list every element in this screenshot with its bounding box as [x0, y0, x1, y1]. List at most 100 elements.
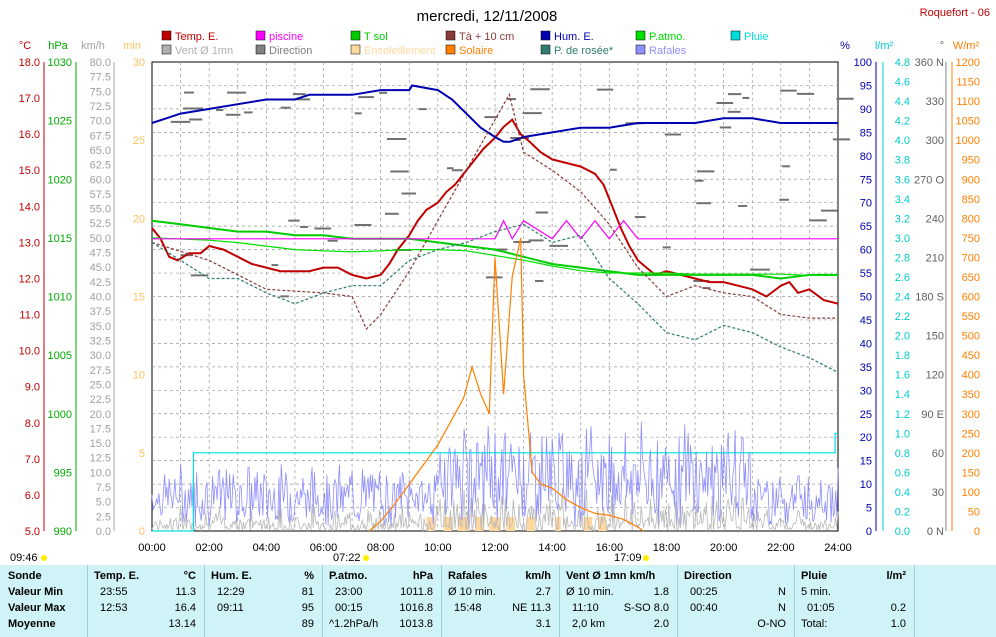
sunshine-axis-tick: 25: [133, 135, 145, 147]
sunshine-bar: [474, 517, 484, 531]
wind-axis-tick: 77.5: [90, 72, 111, 84]
sunshine-axis-tick: 15: [133, 292, 145, 304]
chart-axes: 18.0 17.0 16.0 15.0 14.0 13.0 12.0 11.0 10.0 9.0 8…: [19, 40, 980, 554]
wind-axis-tick: 47.5: [90, 248, 111, 260]
wind-axis-tick: 60.0: [90, 174, 111, 186]
temp-avg-val: 13.14: [168, 618, 196, 630]
patmo-trend: ^1.2hPa/h: [329, 618, 379, 630]
wind-axis-tick: 80.0: [90, 57, 111, 69]
legend-label: Rafales: [649, 45, 687, 57]
col-sonde: Sonde Valeur Min Valeur Max Moyenne: [0, 565, 88, 637]
vent-distance: 2,0 km: [572, 618, 606, 630]
sunshine-axis-tick: 10: [133, 370, 145, 382]
patmo-min-val: 1011.8: [400, 586, 433, 598]
wind-axis-tick: 5.0: [96, 497, 111, 509]
hdr-rafales: Rafales: [448, 570, 488, 582]
legend: Temp. E. piscine T sol Tà + 10 cm Hum. E. P.a…: [161, 30, 768, 57]
rain-axis-tick: 2.8: [895, 252, 910, 264]
temp-max-val: 16.4: [174, 602, 196, 614]
humidity-axis-tick: 100: [854, 57, 872, 69]
humidity-axis-tick: 90: [860, 104, 872, 116]
dir-min-time: 00:25: [690, 586, 718, 598]
pluie-total-val: 1.0: [890, 618, 906, 630]
solar-axis-tick: 950: [962, 155, 980, 167]
solar-axis-tick: 200: [962, 448, 980, 460]
solar-axis-tick: 100: [962, 487, 980, 499]
wind-axis-tick: 42.5: [90, 277, 111, 289]
rain-axis-tick: 3.4: [895, 194, 910, 206]
wind-axis-tick: 10.0: [90, 467, 111, 479]
pluie-min-desc: 5 min.: [801, 586, 831, 598]
sunset-marker: [643, 555, 649, 561]
rain-axis-tick: 1.8: [895, 350, 910, 362]
humidity-axis-tick: 15: [860, 456, 872, 468]
rain-axis-tick: 0.6: [895, 467, 910, 479]
hdr-patmo: P.atmo.: [329, 570, 368, 582]
wind-axis-tick: 32.5: [90, 335, 111, 347]
sunshine-bar: [443, 517, 453, 531]
solar-axis-tick: 150: [962, 467, 980, 479]
temp-axis-tick: 9.0: [25, 382, 40, 394]
time-axis-tick: 20:00: [710, 542, 738, 554]
wind-axis-tick: 35.0: [90, 321, 111, 333]
direction-axis-tick: 360 N: [915, 57, 944, 69]
series-p-atmo-: [151, 237, 838, 276]
legend-label: Ensoleillement: [364, 45, 436, 57]
legend-label: Vent Ø 1mn: [175, 45, 233, 57]
legend-swatch: [161, 44, 172, 55]
wind-unit-label: km/h: [81, 40, 105, 52]
wind-axis-tick: 37.5: [90, 306, 111, 318]
hdr-pluie: Pluie: [801, 570, 828, 582]
pluie-max-time: 01:05: [807, 602, 835, 614]
temp-axis-tick: 12.0: [19, 273, 40, 285]
temp-min-time: 23:55: [100, 586, 128, 598]
humidity-axis-tick: 35: [860, 362, 872, 374]
rain-axis-tick: 0.2: [895, 506, 910, 518]
rain-axis-tick: 4.6: [895, 77, 910, 89]
pressure-axis-tick: 1015: [48, 233, 72, 245]
col-direction: Direction 00:25 N 00:40 N O-NO: [678, 565, 795, 637]
direction-axis-tick: 330: [926, 96, 944, 108]
temp-axis-tick: 8.0: [25, 418, 40, 430]
rain-axis-tick: 4.4: [895, 96, 910, 108]
wind-axis-tick: 67.5: [90, 130, 111, 142]
chart-series: [151, 84, 839, 532]
solar-axis-tick: 600: [962, 292, 980, 304]
time-axis-tick: 02:00: [195, 542, 223, 554]
hdr-temp: Temp. E.: [94, 570, 140, 582]
legend-swatch: [445, 44, 456, 55]
temp-axis-tick: 11.0: [19, 310, 40, 322]
pluie-total-label: Total:: [801, 618, 828, 630]
legend-label: Tà + 10 cm: [459, 31, 514, 43]
solar-axis-tick: 250: [962, 428, 980, 440]
pressure-axis-tick: 995: [54, 467, 72, 479]
patmo-min-time: 23:00: [335, 586, 363, 598]
solar-axis-tick: 1100: [956, 96, 980, 108]
humidity-axis-tick: 10: [860, 479, 872, 491]
solar-axis-tick: 300: [962, 409, 980, 421]
humidity-axis-tick: 95: [860, 80, 872, 92]
time-axis-tick: 00:00: [138, 542, 166, 554]
legend-swatch: [350, 44, 361, 55]
patmo-max-val: 1016.8: [399, 602, 433, 614]
legend-swatch: [445, 30, 456, 41]
raf-max-time: 15:48: [454, 602, 482, 614]
rain-axis-tick: 1.6: [895, 370, 910, 382]
start-marker: [41, 555, 47, 561]
patmo-max-time: 00:15: [335, 602, 363, 614]
wind-axis-tick: 52.5: [90, 218, 111, 230]
rain-axis-tick: 2.4: [895, 292, 910, 304]
hum-min-val: 81: [301, 586, 314, 598]
wind-axis-tick: 25.0: [90, 379, 111, 391]
solar-axis-tick: 50: [968, 506, 980, 518]
vent-avg-val: 2.0: [653, 618, 669, 630]
series-p-de-ros-e-: [151, 223, 839, 373]
time-axis-tick: 14:00: [538, 542, 566, 554]
direction-unit-label: °: [940, 40, 944, 52]
sunshine-axis-tick: 0: [139, 526, 145, 538]
col-temp: Temp. E. °C 23:55 11.3 12:53 16.4 13.14: [88, 565, 205, 637]
temp-axis-tick: 6.0: [25, 490, 40, 502]
humidity-axis-tick: 80: [860, 151, 872, 163]
humidity-axis-tick: 0: [866, 526, 872, 538]
legend-swatch: [635, 30, 646, 41]
